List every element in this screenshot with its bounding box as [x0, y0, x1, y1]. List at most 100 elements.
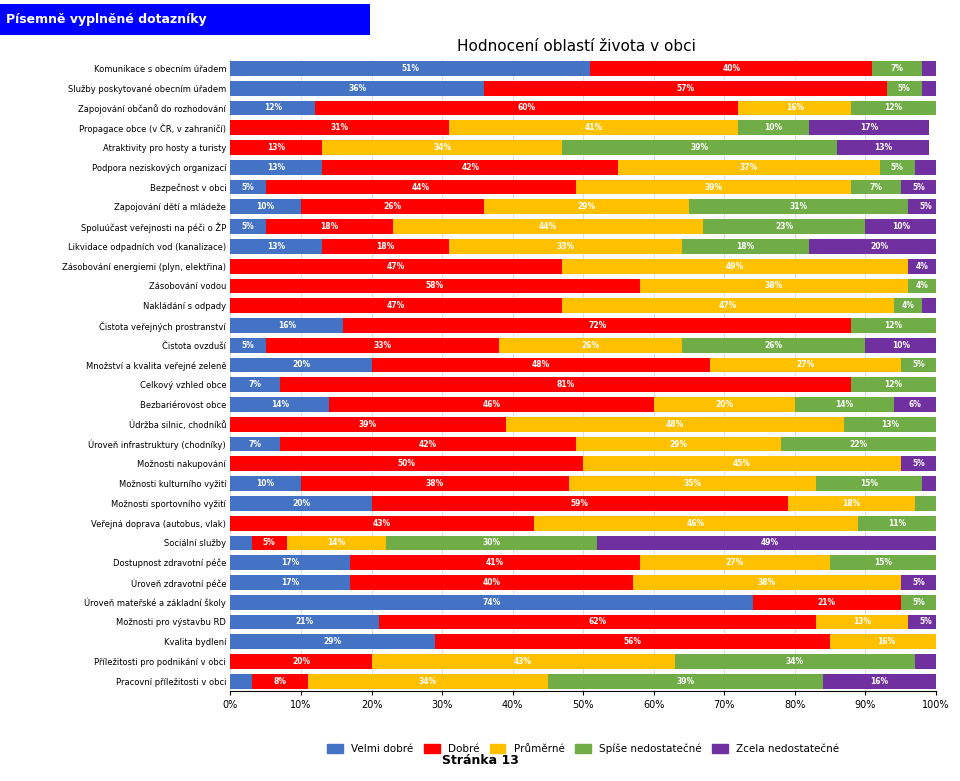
Bar	[639, 279, 908, 294]
Text: 7%: 7%	[891, 64, 903, 73]
Bar	[922, 80, 936, 95]
Text: 14%: 14%	[271, 400, 289, 409]
Bar	[908, 615, 943, 629]
Text: 43%: 43%	[373, 519, 391, 528]
Bar	[710, 358, 900, 373]
Text: 26%: 26%	[581, 341, 599, 350]
Text: 20%: 20%	[292, 499, 310, 508]
Text: 72%: 72%	[588, 321, 607, 330]
Bar	[795, 397, 894, 412]
Bar	[230, 417, 506, 432]
Text: 33%: 33%	[373, 341, 391, 350]
Text: 47%: 47%	[387, 262, 405, 271]
Bar	[301, 199, 485, 214]
Text: 5%: 5%	[912, 578, 924, 587]
Bar	[498, 338, 682, 353]
Bar	[809, 120, 929, 135]
Bar	[922, 298, 936, 313]
Bar	[590, 61, 873, 76]
Bar	[230, 515, 534, 530]
Text: 10%: 10%	[892, 341, 910, 350]
Bar	[230, 180, 266, 194]
Bar	[350, 555, 639, 570]
Bar	[315, 101, 738, 116]
Text: 13%: 13%	[852, 618, 871, 626]
Bar	[230, 239, 323, 254]
Text: 17%: 17%	[281, 558, 300, 567]
Bar	[378, 615, 816, 629]
Bar	[809, 239, 950, 254]
Text: 16%: 16%	[277, 321, 296, 330]
Text: Hodnocení oblastí života v obci: Hodnocení oblastí života v obci	[457, 39, 695, 55]
Bar	[887, 80, 922, 95]
Bar	[900, 456, 936, 471]
Text: 40%: 40%	[483, 578, 500, 587]
Bar	[506, 417, 844, 432]
Bar	[866, 338, 936, 353]
Bar	[548, 674, 823, 689]
Bar	[230, 101, 315, 116]
Bar	[879, 160, 915, 175]
Text: 44%: 44%	[539, 222, 557, 231]
Text: 22%: 22%	[850, 440, 868, 448]
Bar	[230, 397, 329, 412]
Bar	[323, 160, 618, 175]
Text: 51%: 51%	[401, 64, 420, 73]
Bar	[230, 456, 584, 471]
Bar	[230, 61, 590, 76]
Bar	[230, 140, 323, 155]
Text: 20%: 20%	[715, 400, 733, 409]
Bar	[230, 120, 449, 135]
Bar	[350, 575, 633, 590]
Text: 12%: 12%	[884, 321, 902, 330]
Bar	[230, 199, 301, 214]
Bar	[894, 298, 922, 313]
Bar	[323, 239, 449, 254]
Bar	[852, 377, 936, 392]
Text: 50%: 50%	[397, 459, 416, 469]
Bar	[852, 318, 936, 333]
Bar	[485, 80, 887, 95]
Bar	[682, 338, 866, 353]
Text: 5%: 5%	[912, 597, 924, 607]
Text: 31%: 31%	[789, 202, 807, 212]
Bar	[844, 417, 936, 432]
Text: 14%: 14%	[835, 400, 853, 409]
Text: 10%: 10%	[256, 202, 275, 212]
Bar	[936, 279, 960, 294]
Bar	[830, 634, 943, 649]
Text: 39%: 39%	[705, 183, 723, 191]
Bar	[449, 239, 682, 254]
Text: 15%: 15%	[860, 479, 878, 488]
Bar	[329, 397, 654, 412]
Text: 13%: 13%	[267, 242, 285, 251]
Bar	[562, 259, 908, 273]
Text: 20%: 20%	[292, 657, 310, 666]
Bar	[252, 536, 287, 551]
Bar	[639, 555, 830, 570]
Bar	[308, 674, 548, 689]
Text: 4%: 4%	[916, 262, 928, 271]
Text: 13%: 13%	[267, 162, 285, 172]
Legend: Velmi dobré, Dobré, Průměrné, Spíše nedostatečné, Zcela nedostatečné: Velmi dobré, Dobré, Průměrné, Spíše nedo…	[324, 740, 843, 758]
Bar	[323, 140, 562, 155]
Bar	[597, 536, 943, 551]
Text: 48%: 48%	[666, 420, 684, 429]
Text: 4%: 4%	[944, 281, 956, 291]
Text: 39%: 39%	[359, 420, 377, 429]
Bar	[682, 239, 809, 254]
Text: 15%: 15%	[874, 558, 892, 567]
Text: 34%: 34%	[419, 677, 437, 686]
Text: 62%: 62%	[588, 618, 607, 626]
Text: 38%: 38%	[764, 281, 782, 291]
Bar	[393, 219, 703, 234]
Text: 17%: 17%	[860, 123, 878, 132]
Text: 74%: 74%	[482, 597, 500, 607]
Bar	[562, 140, 837, 155]
Text: 5%: 5%	[912, 459, 924, 469]
Text: 34%: 34%	[786, 657, 804, 666]
Text: 29%: 29%	[324, 637, 342, 646]
Text: 14%: 14%	[327, 538, 346, 547]
Text: 36%: 36%	[348, 84, 367, 93]
Bar	[230, 377, 279, 392]
